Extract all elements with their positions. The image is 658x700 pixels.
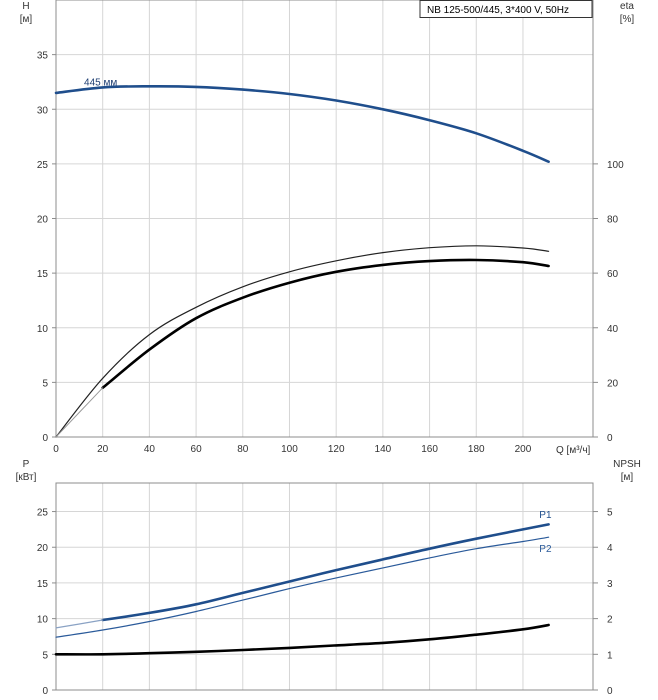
grid-bottom	[55, 483, 593, 691]
right-tick-label: 60	[607, 269, 619, 280]
left-tick-label: 25	[37, 508, 49, 519]
x-tick-label: 200	[515, 444, 532, 455]
series-line-1-3	[54, 623, 550, 656]
x-tick-label: 100	[281, 444, 298, 455]
top-right-axis-label: eta	[620, 1, 634, 12]
x-tick-label: 120	[328, 444, 345, 455]
right-tick-label: 5	[607, 508, 613, 519]
series-top	[54, 84, 550, 438]
x-tick-label: 0	[53, 444, 59, 455]
x-tick-label: 140	[375, 444, 392, 455]
right-tick-label: 100	[607, 160, 624, 171]
right-tick-label: 80	[607, 215, 619, 226]
bottom-right-axis-label: NPSH	[613, 459, 641, 470]
series-bottom	[54, 523, 550, 656]
ticks-top: 0 20 40 60 80 100 120 140 160 180 2000510152025303…	[37, 51, 624, 455]
x-tick-label: 40	[144, 444, 156, 455]
title-box	[419, 0, 593, 18]
left-tick-label: 20	[37, 543, 49, 554]
right-tick-label: 3	[607, 579, 613, 590]
left-tick-label: 5	[42, 650, 48, 661]
left-tick-label: 20	[37, 215, 49, 226]
series-line-1-2	[55, 536, 550, 638]
bottom-left-axis-unit: [кВт]	[16, 472, 37, 483]
right-tick-label: 4	[607, 543, 613, 554]
bottom-right-axis-unit: [м]	[621, 472, 634, 483]
x-tick-label: 20	[97, 444, 109, 455]
right-tick-label: 2	[607, 615, 613, 626]
left-tick-label: 15	[37, 269, 49, 280]
series-line-1-1	[55, 619, 104, 629]
right-tick-label: 1	[607, 650, 613, 661]
left-tick-label: 10	[37, 324, 49, 335]
ticks-bottom: 0 5 10 15 20 25 0 1 2 3 4 5	[37, 508, 613, 697]
series-line-0-0	[54, 84, 550, 163]
right-tick-label: 0	[607, 686, 613, 697]
curve-label-445: 445 мм	[84, 77, 117, 88]
series-line-1-0	[101, 523, 550, 622]
x-tick-label: 60	[191, 444, 203, 455]
x-tick-label: 80	[237, 444, 249, 455]
left-tick-label: 15	[37, 579, 49, 590]
left-tick-label: 25	[37, 160, 49, 171]
right-tick-label: 20	[607, 378, 619, 389]
top-x-axis-label: Q [м³/ч]	[556, 445, 591, 456]
left-tick-label: 30	[37, 105, 49, 116]
series-line-0-2	[101, 258, 550, 390]
left-tick-label: 35	[37, 51, 49, 62]
curve-label-p2: P2	[539, 544, 552, 555]
top-left-axis-label: H	[22, 1, 29, 12]
head-efficiency-panel: 0 20 40 60 80 100 120 140 160 180 2000510152025303…	[20, 0, 635, 456]
right-tick-label: 0	[607, 433, 613, 444]
bottom-left-axis-label: P	[23, 459, 30, 470]
x-tick-label: 180	[468, 444, 485, 455]
title-text: NB 125-500/445, 3*400 V, 50Hz	[427, 5, 569, 16]
power-npsh-panel: 0 5 10 15 20 25 0 1 2 3 4 5 P [кВт] NPSH [м] P1 P2	[16, 459, 641, 697]
top-left-axis-unit: [м]	[20, 14, 33, 25]
left-tick-label: 5	[42, 378, 48, 389]
right-tick-label: 40	[607, 324, 619, 335]
series-line-0-3	[55, 387, 104, 438]
series-line-0-1	[55, 245, 550, 438]
top-right-axis-unit: [%]	[620, 14, 635, 25]
plot-frame-bottom	[55, 482, 594, 691]
left-tick-label: 0	[42, 433, 48, 444]
x-tick-label: 160	[421, 444, 438, 455]
left-tick-label: 0	[42, 686, 48, 697]
grid-top	[55, 0, 593, 438]
left-tick-label: 10	[37, 615, 49, 626]
curve-label-p1: P1	[539, 510, 552, 521]
